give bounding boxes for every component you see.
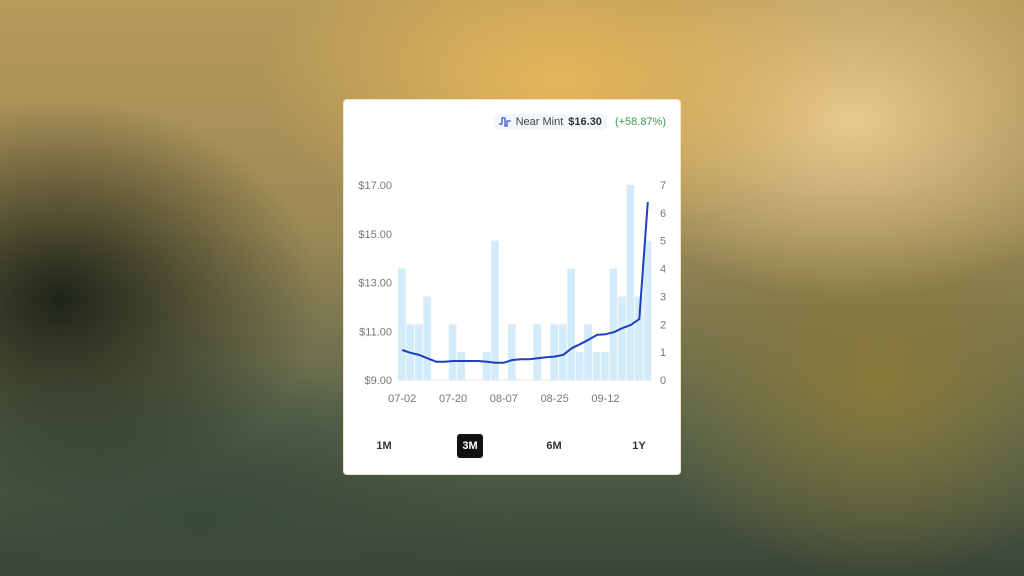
volume-bar xyxy=(618,296,626,380)
x-axis-tick-label: 07-20 xyxy=(439,393,467,405)
volume-bar xyxy=(533,324,542,380)
volume-bar xyxy=(558,324,567,380)
price-line-icon xyxy=(498,117,511,127)
volume-bar xyxy=(584,324,592,380)
legend-near-mint[interactable]: Near Mint $16.30 xyxy=(493,114,607,130)
volume-bar xyxy=(508,324,516,380)
left-axis-tick-label: $13.00 xyxy=(358,278,392,290)
volume-bar xyxy=(457,352,465,380)
right-axis-tick-label: 2 xyxy=(660,319,666,331)
left-axis-tick-label: $15.00 xyxy=(358,229,392,241)
volume-bar xyxy=(567,268,575,380)
volume-bar xyxy=(482,352,491,380)
right-axis-tick-label: 3 xyxy=(660,291,666,303)
volume-bar xyxy=(643,240,652,380)
price-change: (+58.87%) xyxy=(614,116,666,128)
x-axis-tick-label: 07-02 xyxy=(388,393,416,405)
right-axis-tick-label: 4 xyxy=(660,264,666,276)
right-axis-tick-label: 7 xyxy=(660,180,666,192)
legend: Near Mint $16.30 (+58.87%) xyxy=(493,114,666,130)
volume-bar xyxy=(414,324,423,380)
range-1y-button[interactable]: 1Y xyxy=(632,440,646,452)
volume-bar xyxy=(398,268,406,380)
volume-bar xyxy=(601,352,609,380)
volume-bar xyxy=(626,185,635,380)
price-line xyxy=(401,202,649,364)
price-history-card: Near Mint $16.30 (+58.87%) $9.00 $11.00 $1… xyxy=(344,100,680,474)
volume-bar xyxy=(448,324,457,380)
right-axis-tick-label: 5 xyxy=(660,236,666,248)
left-axis-tick-label: $9.00 xyxy=(364,375,392,387)
volume-bar xyxy=(635,296,643,380)
x-axis-tick-label: 08-07 xyxy=(490,393,518,405)
range-selector: 1M 3M 6M 1Y xyxy=(344,434,680,458)
volume-bar xyxy=(550,324,559,380)
range-3m-button[interactable]: 3M xyxy=(457,434,483,458)
left-axis-tick-label: $17.00 xyxy=(358,180,392,192)
right-axis-tick-label: 1 xyxy=(660,347,666,359)
range-1m-button[interactable]: 1M xyxy=(376,440,392,452)
right-axis-tick-label: 0 xyxy=(660,375,666,387)
range-6m-button[interactable]: 6M xyxy=(546,440,562,452)
volume-bar xyxy=(592,352,601,380)
volume-bar xyxy=(423,296,432,380)
volume-bar xyxy=(609,268,618,380)
volume-bar xyxy=(491,240,499,380)
price-chart: $9.00 $11.00 $13.00 $15.00 $17.00 0 1 2 3 4 5 6 7 07-… xyxy=(358,180,666,405)
legend-label: Near Mint xyxy=(515,116,564,128)
x-axis-tick-label: 09-12 xyxy=(591,393,619,405)
volume-bar xyxy=(575,352,584,380)
x-axis-tick-label: 08-25 xyxy=(541,393,569,405)
right-axis-tick-label: 6 xyxy=(660,208,666,220)
current-price: $16.30 xyxy=(568,116,602,128)
left-axis-tick-label: $11.00 xyxy=(359,326,392,338)
